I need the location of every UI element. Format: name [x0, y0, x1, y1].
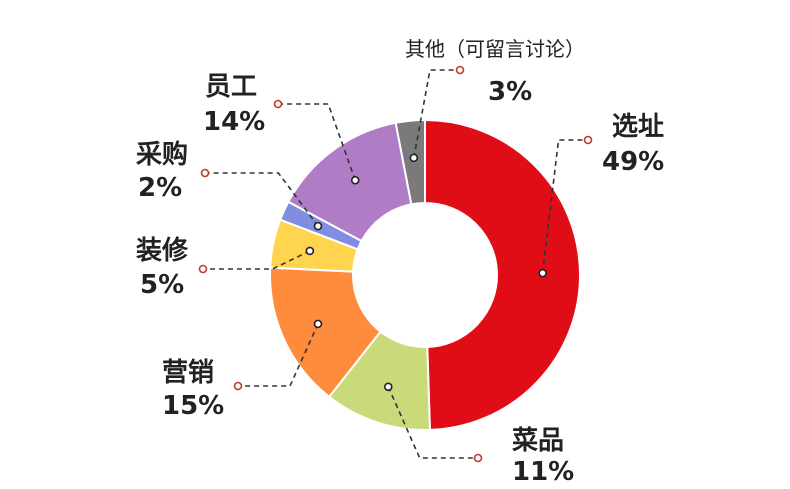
leader-end-dot-6: [273, 99, 283, 109]
leader-end-dot-1: [583, 135, 593, 145]
leader-end-dot-3: [233, 381, 243, 391]
leader-anchor-dot-7: [409, 153, 419, 163]
slice-3: [269, 266, 382, 399]
leader-line-1: [541, 139, 588, 274]
slice-value-label-6: 14%: [203, 107, 265, 137]
slice-value-label-7: 3%: [488, 77, 532, 107]
leader-anchor-dot-6: [350, 175, 360, 185]
slice-label-7: 其他（可留言讨论）: [405, 37, 585, 61]
slice-label-2: 菜品: [511, 426, 564, 456]
leader-anchor-dot-4: [305, 246, 315, 256]
slice-1: [424, 118, 581, 431]
leader-end-dot-4: [198, 264, 208, 274]
leader-anchor-dot-2: [383, 382, 393, 392]
slice-value-label-1: 49%: [602, 147, 664, 177]
leader-line-4: [203, 250, 311, 270]
leaders-group: [198, 65, 593, 463]
leader-line-7: [413, 69, 460, 159]
leader-anchor-dot-3: [313, 319, 323, 329]
slice-label-5: 采购: [136, 140, 188, 170]
slice-value-label-3: 15%: [162, 391, 224, 421]
slice-label-3: 营销: [162, 358, 214, 388]
leader-line-3: [238, 323, 319, 387]
leader-line-5: [205, 172, 319, 227]
slice-value-label-4: 5%: [140, 270, 184, 300]
leader-anchor-dot-1: [538, 268, 547, 278]
slice-label-1: 选址: [612, 112, 664, 142]
slice-label-4: 装修: [136, 235, 189, 266]
slice-value-label-2: 11%: [512, 457, 574, 487]
slice-label-6: 员工: [205, 72, 257, 102]
leader-end-dot-7: [455, 65, 465, 75]
slice-value-label-5: 2%: [138, 173, 182, 203]
leader-end-dot-2: [473, 453, 483, 463]
leader-end-dot-5: [200, 168, 210, 178]
slices-group: [269, 118, 581, 431]
leader-anchor-dot-5: [313, 221, 323, 231]
slice-7: [394, 118, 426, 206]
